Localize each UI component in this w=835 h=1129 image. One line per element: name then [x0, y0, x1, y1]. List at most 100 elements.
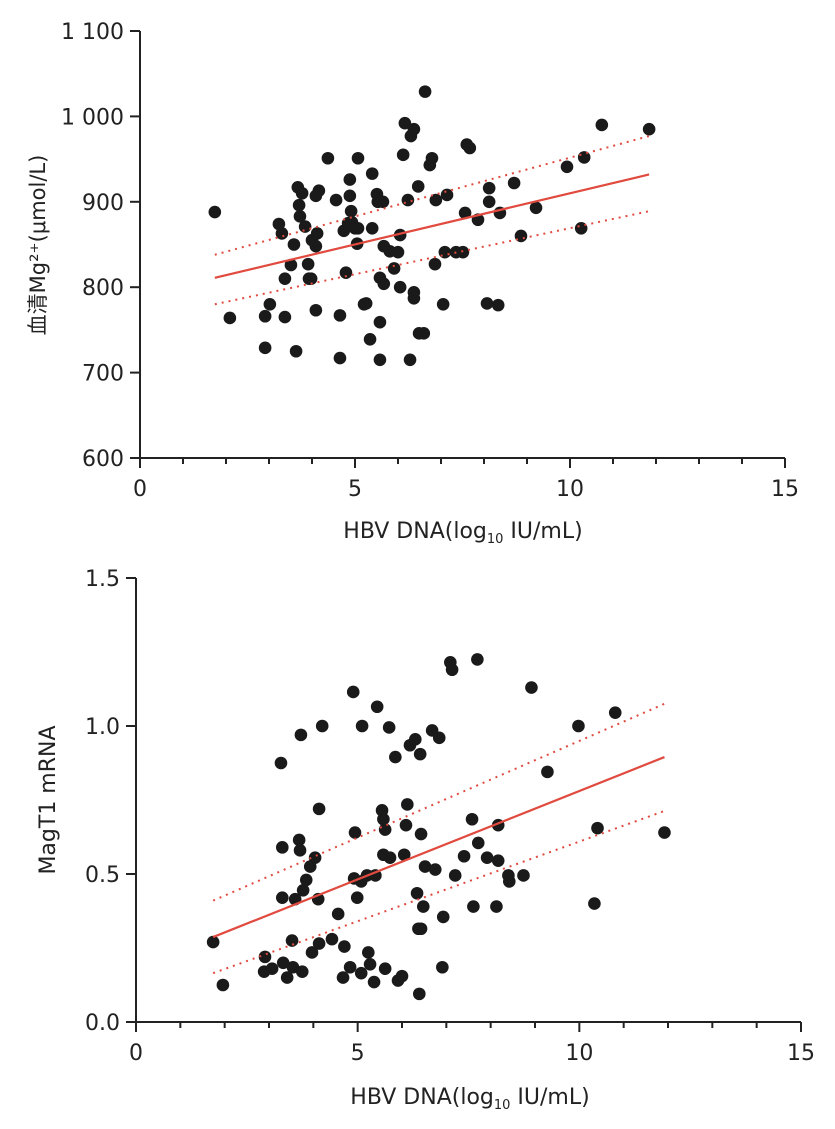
data-point [418, 85, 432, 98]
x-axis-label-prefix: HBV DNA(log [343, 519, 487, 544]
x-axis-label-prefix: HBV DNA(log [350, 1085, 494, 1110]
data-point [373, 353, 387, 367]
x-tick-label: 5 [351, 1041, 365, 1066]
data-point [343, 960, 357, 974]
data-point [365, 221, 379, 235]
data-point [369, 869, 382, 882]
magt1-scatter-panel: MagT1 mRNA HBV DNA(log10 IU/mL) 0 5 10 150.… [36, 567, 815, 1113]
data-point [298, 220, 312, 233]
data-point [258, 341, 272, 355]
data-point [296, 883, 310, 897]
data-point [418, 860, 432, 873]
data-point [309, 239, 323, 253]
data-point [448, 869, 462, 882]
data-point [397, 848, 411, 862]
data-point [377, 812, 390, 826]
data-point [399, 818, 413, 832]
data-point [490, 900, 503, 913]
data-point [284, 258, 298, 272]
data-point [363, 957, 377, 971]
y-tick-label: 600 [82, 447, 124, 472]
data-point [457, 849, 471, 863]
data-point [440, 188, 454, 202]
data-point [274, 756, 288, 770]
data-point [350, 891, 364, 904]
data-point [378, 962, 392, 976]
data-point [436, 910, 450, 924]
data-point [393, 280, 407, 294]
x-tick-label: 0 [133, 477, 147, 502]
data-point [407, 292, 421, 305]
x-axis-label-sub: 10 [487, 532, 504, 547]
data-point [456, 245, 470, 259]
x-axis-label: HBV DNA(log10 IU/mL) [350, 1085, 589, 1113]
data-point [387, 262, 401, 275]
data-point [572, 719, 585, 733]
data-point [591, 821, 604, 835]
regression-line [214, 173, 650, 279]
data-point [529, 201, 543, 215]
data-point [595, 118, 609, 132]
regression-line [212, 756, 665, 939]
data-point [377, 277, 391, 291]
data-point [642, 122, 656, 136]
data-point [258, 950, 272, 964]
data-point [577, 151, 591, 164]
data-point [407, 122, 421, 136]
data-point [208, 205, 222, 219]
data-point [482, 195, 496, 209]
data-point [414, 827, 428, 841]
data-point [588, 897, 601, 910]
data-point [410, 886, 424, 900]
ci-upper-line [212, 702, 665, 902]
data-point [403, 353, 417, 367]
data-point [338, 940, 351, 953]
data-point [265, 962, 279, 976]
y-axis-label: MagT1 mRNA [36, 725, 61, 874]
ci-lower-line [212, 810, 665, 975]
data-point [354, 966, 368, 980]
data-point [396, 148, 410, 162]
data-point [295, 965, 309, 978]
y-tick-label: 1.0 [85, 715, 120, 740]
data-point [378, 823, 392, 836]
data-point [491, 298, 505, 312]
data-point [344, 204, 358, 218]
data-point [329, 193, 343, 207]
data-point [541, 765, 554, 779]
data-point [362, 946, 375, 959]
data-point [348, 826, 362, 839]
data-point [398, 116, 412, 130]
x-tick-label: 15 [771, 477, 799, 502]
data-point [285, 934, 299, 947]
data-point [206, 935, 220, 949]
data-point [383, 851, 397, 865]
x-tick-label: 0 [129, 1041, 143, 1066]
y-axis-label: 血清Mg²⁺(μmol/L) [26, 155, 50, 336]
data-point [428, 863, 442, 876]
data-point [412, 987, 426, 1001]
data-point [263, 297, 277, 311]
data-point [280, 971, 294, 984]
x-tick-label: 15 [787, 1041, 815, 1066]
data-point [417, 327, 431, 340]
data-point [303, 860, 317, 873]
data-point [339, 266, 353, 279]
data-point [436, 297, 450, 311]
y-tick-label: 900 [82, 191, 124, 216]
data-point [367, 975, 381, 989]
x-tick-label: 5 [348, 477, 362, 502]
data-point [292, 198, 306, 212]
x-axis-label-suffix: IU/mL) [503, 519, 582, 544]
x-axis-label-suffix: IU/mL) [510, 1085, 589, 1110]
data-point [574, 221, 588, 235]
data-point [331, 907, 345, 921]
data-point [438, 245, 452, 259]
data-point [491, 854, 505, 867]
data-point [336, 971, 350, 984]
data-point [391, 245, 405, 259]
data-point [480, 851, 494, 865]
data-point [292, 833, 306, 847]
x-tick-label: 10 [556, 477, 584, 502]
